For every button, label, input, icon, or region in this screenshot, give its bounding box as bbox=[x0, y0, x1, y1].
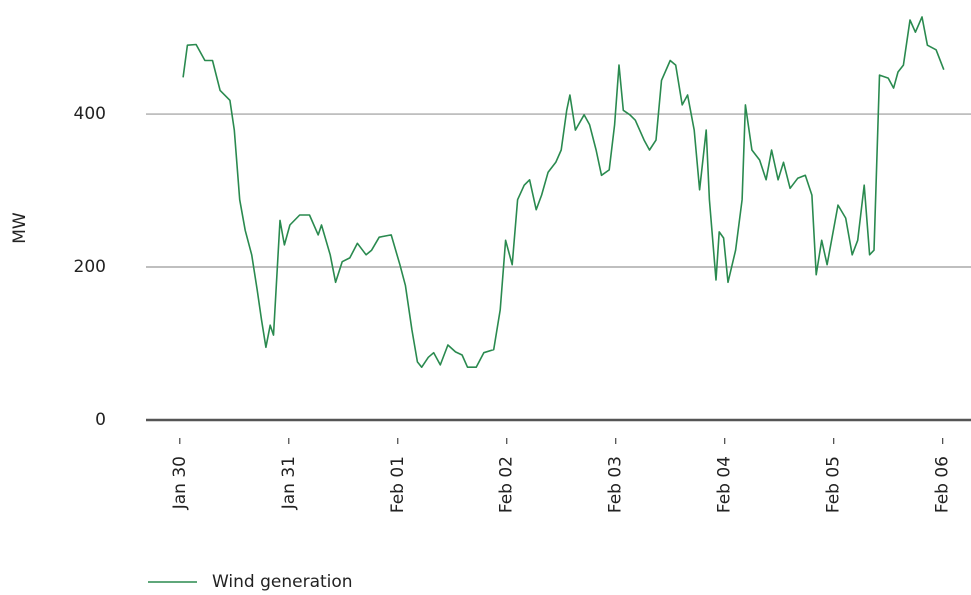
x-tick-label: Feb 04 bbox=[715, 456, 735, 513]
x-tick-label: Feb 06 bbox=[933, 456, 953, 513]
y-tick-label: 200 bbox=[74, 257, 106, 277]
y-axis-label: MW bbox=[10, 212, 30, 244]
legend-label: Wind generation bbox=[212, 572, 353, 592]
x-tick-label: Jan 30 bbox=[170, 456, 190, 510]
y-tick-label: 0 bbox=[95, 410, 106, 430]
y-tick-label: 400 bbox=[74, 104, 106, 124]
x-tick-label: Feb 05 bbox=[824, 456, 844, 513]
x-tick-label: Feb 03 bbox=[606, 456, 626, 513]
x-tick-label: Jan 31 bbox=[279, 456, 299, 510]
data-line bbox=[182, 16, 945, 368]
x-tick-label: Feb 01 bbox=[388, 456, 408, 513]
x-tick-label: Feb 02 bbox=[497, 456, 517, 513]
